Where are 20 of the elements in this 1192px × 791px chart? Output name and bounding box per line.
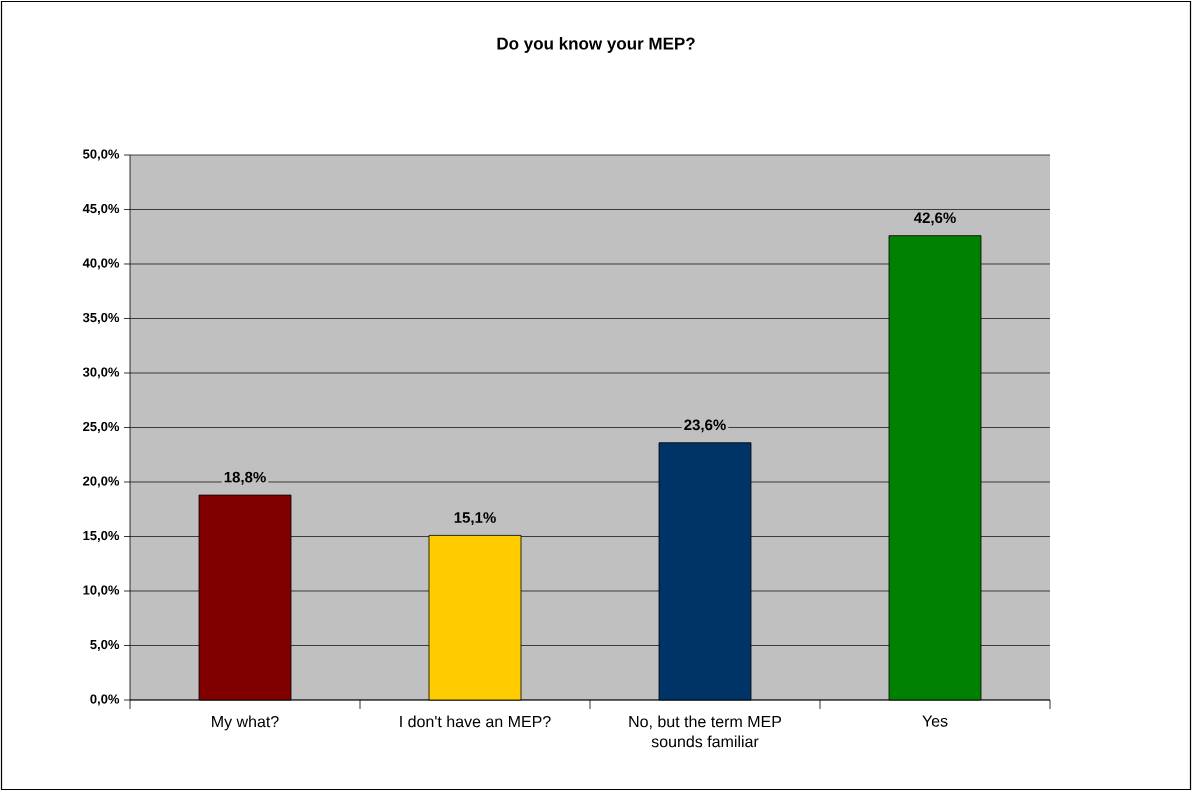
y-tick-label: 40,0% (82, 258, 120, 270)
y-tick-label: 25,0% (83, 421, 120, 434)
y-tick-label: 15,0% (83, 530, 120, 543)
y-tick-label: 5,0% (90, 639, 120, 652)
chart-title: Do you know your MEP? (497, 37, 695, 53)
data-label: 23,6% (684, 419, 726, 433)
data-label: 15,1% (454, 512, 496, 525)
y-tick-label: 10,0% (83, 585, 120, 597)
y-tick-label: 35,0% (82, 312, 120, 325)
x-tick-label: Yes (922, 715, 948, 727)
data-label: 42,6% (913, 212, 956, 226)
y-tick-label: 50,0% (83, 149, 120, 161)
y-tick-label: 30,0% (82, 367, 120, 379)
x-tick-label: My what? (212, 715, 279, 731)
y-tick-label: 45,0% (82, 203, 120, 216)
y-tick-label: 20,0% (83, 476, 120, 488)
y-tick-label: 0,0% (90, 694, 120, 706)
x-tick-label: I don't have an MEP? (400, 715, 551, 728)
data-label: 18,8% (224, 471, 266, 485)
x-tick-label: No, but the term MEP sounds familiar (629, 715, 782, 748)
